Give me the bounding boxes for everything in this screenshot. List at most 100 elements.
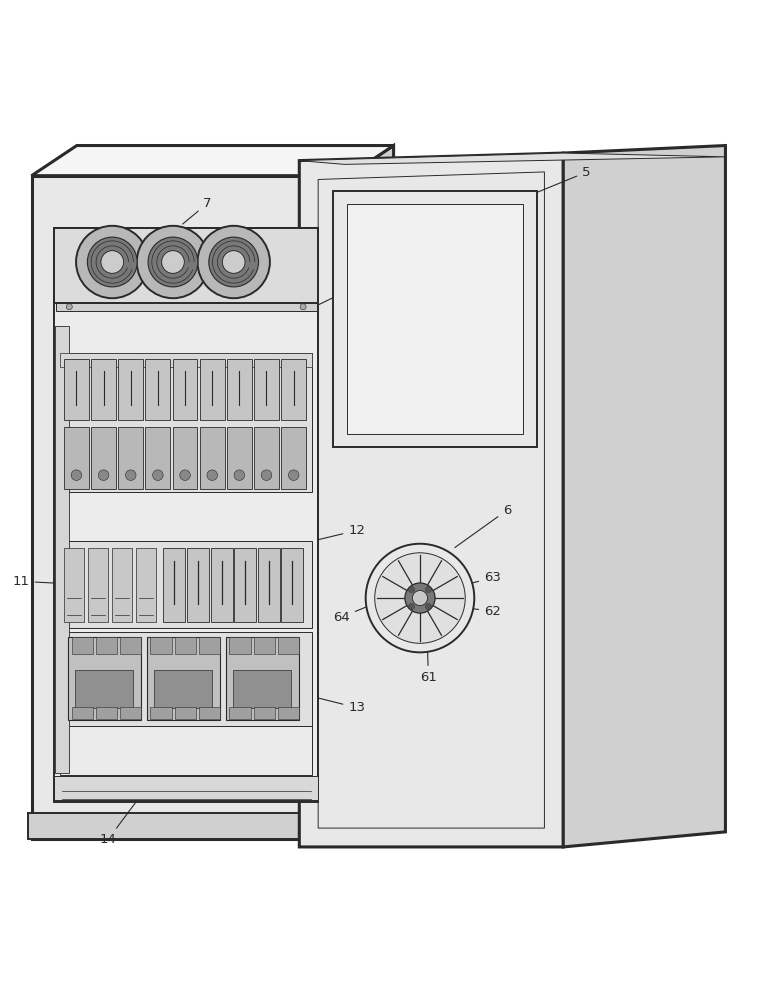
- Bar: [136, 548, 156, 622]
- Text: 5: 5: [468, 166, 590, 220]
- Bar: [233, 670, 291, 708]
- Circle shape: [425, 604, 431, 610]
- Bar: [281, 359, 306, 420]
- Bar: [254, 637, 275, 654]
- Bar: [254, 427, 279, 489]
- Bar: [254, 359, 279, 420]
- Text: 6: 6: [455, 504, 511, 548]
- Circle shape: [288, 470, 299, 480]
- Circle shape: [67, 304, 72, 310]
- Bar: [64, 427, 89, 489]
- Bar: [118, 359, 143, 420]
- Bar: [173, 427, 198, 489]
- Bar: [112, 548, 132, 622]
- Circle shape: [179, 470, 190, 480]
- Circle shape: [300, 304, 306, 310]
- Text: 61: 61: [420, 651, 437, 684]
- Polygon shape: [32, 146, 394, 176]
- Text: 14: 14: [99, 793, 143, 846]
- Bar: [199, 707, 220, 719]
- Bar: [61, 541, 312, 628]
- Polygon shape: [348, 146, 394, 839]
- Bar: [61, 353, 312, 492]
- Circle shape: [209, 237, 259, 287]
- Text: 13: 13: [313, 697, 366, 714]
- Circle shape: [76, 226, 148, 298]
- Bar: [199, 637, 220, 654]
- Bar: [226, 637, 298, 720]
- Circle shape: [234, 470, 245, 480]
- Circle shape: [366, 544, 475, 652]
- Bar: [281, 427, 306, 489]
- Circle shape: [98, 470, 109, 480]
- Bar: [278, 637, 299, 654]
- Bar: [151, 707, 172, 719]
- Bar: [71, 637, 93, 654]
- Bar: [56, 303, 316, 311]
- Circle shape: [162, 251, 184, 273]
- Text: 10: 10: [84, 317, 128, 358]
- Circle shape: [425, 586, 431, 593]
- Text: 63: 63: [438, 571, 501, 591]
- Bar: [64, 359, 89, 420]
- Bar: [55, 228, 318, 802]
- Circle shape: [409, 586, 415, 593]
- Circle shape: [71, 470, 82, 480]
- Bar: [187, 548, 209, 622]
- Circle shape: [375, 553, 466, 643]
- Bar: [91, 359, 116, 420]
- Bar: [333, 191, 537, 447]
- Bar: [229, 707, 251, 719]
- Bar: [227, 359, 252, 420]
- Circle shape: [137, 226, 209, 298]
- Bar: [175, 707, 196, 719]
- Circle shape: [413, 591, 428, 606]
- Bar: [96, 637, 117, 654]
- Bar: [154, 670, 212, 708]
- Bar: [147, 637, 220, 720]
- Text: 12: 12: [313, 524, 366, 541]
- Bar: [75, 670, 133, 708]
- Bar: [151, 637, 172, 654]
- Bar: [347, 204, 523, 434]
- Polygon shape: [299, 153, 563, 847]
- Bar: [61, 726, 312, 775]
- Circle shape: [126, 470, 136, 480]
- Bar: [145, 359, 170, 420]
- Bar: [61, 353, 312, 367]
- Bar: [28, 813, 352, 839]
- Bar: [254, 707, 275, 719]
- Bar: [234, 548, 256, 622]
- Circle shape: [87, 237, 137, 287]
- Bar: [55, 228, 318, 303]
- Polygon shape: [299, 153, 725, 164]
- Bar: [32, 176, 348, 839]
- Polygon shape: [352, 783, 397, 839]
- Circle shape: [409, 604, 415, 610]
- Circle shape: [153, 470, 164, 480]
- Bar: [55, 326, 69, 773]
- Bar: [210, 548, 232, 622]
- Bar: [229, 637, 251, 654]
- Text: 7: 7: [182, 197, 212, 224]
- Bar: [88, 548, 108, 622]
- Bar: [96, 707, 117, 719]
- Text: 64: 64: [333, 607, 367, 624]
- Bar: [257, 548, 279, 622]
- Text: 62: 62: [438, 604, 501, 618]
- Bar: [71, 707, 93, 719]
- Bar: [145, 427, 170, 489]
- Circle shape: [405, 583, 435, 613]
- Circle shape: [101, 251, 123, 273]
- Circle shape: [261, 470, 272, 480]
- Bar: [120, 637, 142, 654]
- Polygon shape: [563, 146, 725, 847]
- Circle shape: [223, 251, 245, 273]
- Bar: [227, 427, 252, 489]
- Bar: [64, 548, 84, 622]
- Bar: [278, 707, 299, 719]
- Bar: [91, 427, 116, 489]
- Bar: [200, 427, 225, 489]
- Bar: [175, 637, 196, 654]
- Circle shape: [198, 226, 270, 298]
